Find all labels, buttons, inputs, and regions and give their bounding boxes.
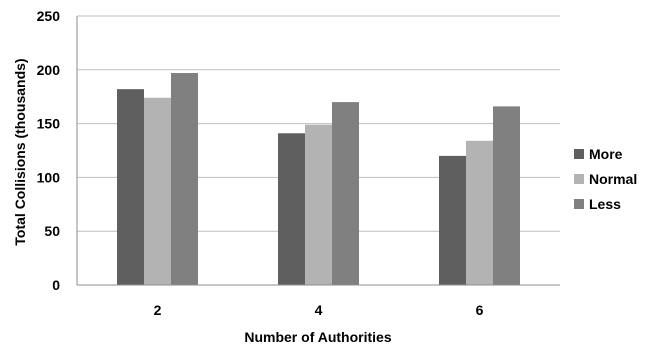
bar-normal-4	[305, 124, 332, 286]
bar-more-2	[117, 89, 144, 285]
bar-less-2	[171, 73, 198, 285]
y-axis-title: Total Collisions (thousands)	[12, 58, 28, 245]
bar-normal-6	[466, 140, 493, 285]
legend-swatch-more	[574, 149, 584, 159]
y-tick-label: 150	[37, 116, 61, 132]
y-tick-labels: 0 50 100 150 200 250	[37, 8, 61, 293]
legend-label-more: More	[589, 146, 623, 162]
bar-less-4	[332, 102, 359, 285]
axes	[76, 16, 560, 286]
bars	[117, 73, 520, 286]
legend-swatch-normal	[574, 174, 584, 184]
y-tick-label: 100	[37, 169, 61, 185]
x-axis-title: Number of Authorities	[244, 329, 391, 345]
legend: More Normal Less	[574, 146, 637, 212]
x-tick-label: 2	[154, 302, 162, 318]
bar-less-6	[493, 106, 520, 285]
x-tick-label: 4	[315, 302, 323, 318]
bar-normal-2	[144, 97, 171, 285]
legend-label-normal: Normal	[589, 171, 637, 187]
y-tick-label: 50	[44, 223, 60, 239]
y-tick-label: 250	[37, 8, 61, 24]
x-tick-labels: 2 4 6	[154, 302, 484, 318]
bar-more-4	[278, 133, 305, 285]
bar-more-6	[439, 155, 466, 285]
legend-swatch-less	[574, 199, 584, 209]
x-tick-label: 6	[476, 302, 484, 318]
y-tick-label: 200	[37, 62, 61, 78]
legend-label-less: Less	[589, 196, 621, 212]
y-tick-label: 0	[52, 277, 60, 293]
